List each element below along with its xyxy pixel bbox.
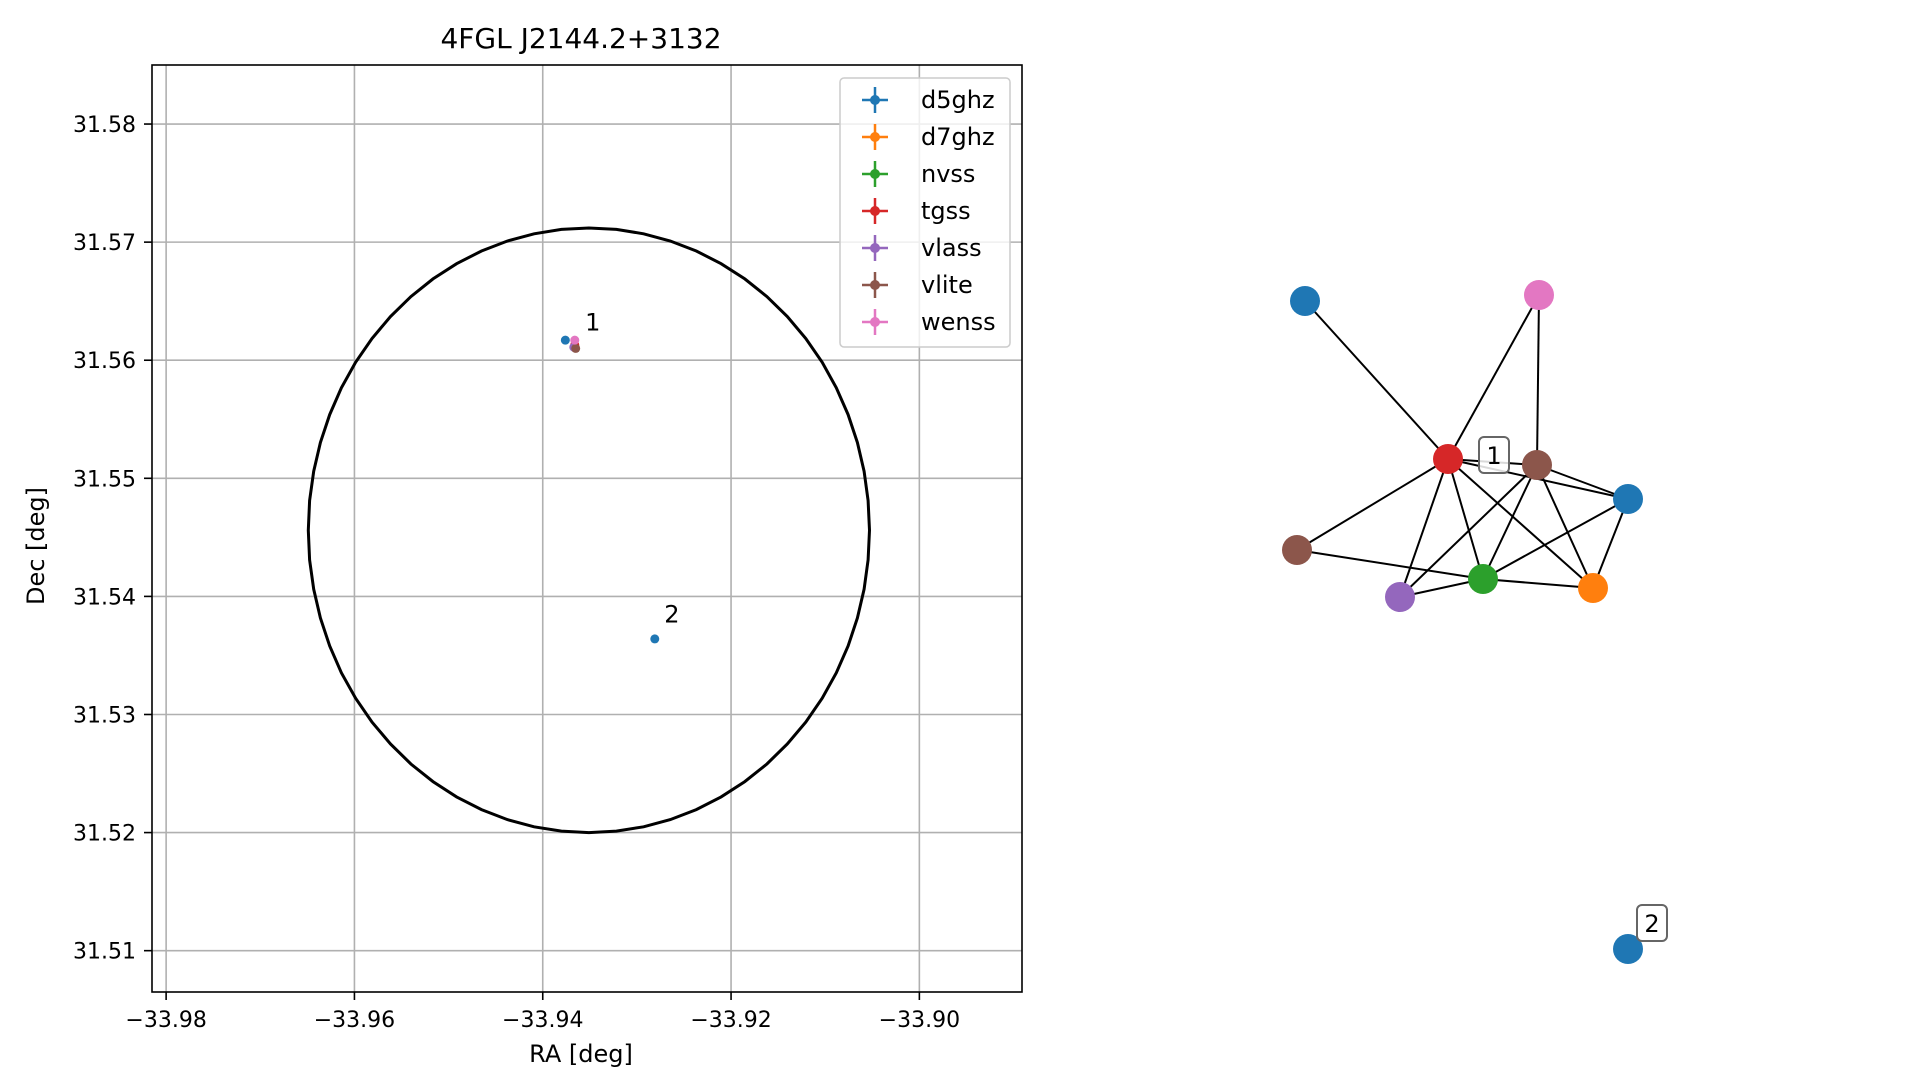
- legend-label: d7ghz: [921, 123, 995, 151]
- legend-marker: [870, 243, 880, 253]
- network-label-box: [1478, 436, 1510, 474]
- network-label: 2: [1644, 910, 1659, 938]
- legend-marker: [870, 280, 880, 290]
- network-node-vlass: [1385, 582, 1415, 612]
- network-edge: [1482, 498, 1629, 580]
- network-edge: [1447, 458, 1484, 580]
- legend-box: [839, 77, 1011, 348]
- network-graph: 12: [1282, 280, 1668, 964]
- x-tick-label: −33.92: [690, 1008, 771, 1033]
- data-point-wenss: [570, 335, 580, 345]
- network-edge: [1447, 458, 1594, 589]
- y-tick-label: 31.57: [73, 231, 136, 256]
- y-axis-label: Dec [deg]: [22, 487, 50, 605]
- network-edge: [1536, 464, 1629, 500]
- legend-label: vlass: [921, 234, 982, 262]
- point-annotation: 1: [585, 309, 600, 337]
- x-tick-label: −33.94: [502, 1008, 583, 1033]
- network-edge: [1296, 549, 1484, 580]
- legend-label: wenss: [921, 308, 996, 336]
- network-edge: [1536, 294, 1540, 466]
- x-tick-label: −33.98: [125, 1008, 206, 1033]
- network-label-box: [1636, 904, 1668, 942]
- x-tick-label: −33.96: [314, 1008, 395, 1033]
- network-edge: [1482, 464, 1538, 580]
- legend-marker: [870, 317, 880, 327]
- network-edge: [1536, 464, 1594, 589]
- network-node-wenss: [1524, 280, 1554, 310]
- legend-marker: [870, 95, 880, 105]
- scatter-axes: 1 2 −33.98 −33.96 −33.94 −33.92 −33.90 31.51 31.…: [73, 64, 1023, 1033]
- network-edge: [1447, 294, 1540, 460]
- network-edge: [1296, 458, 1449, 551]
- localization-circle: [306, 226, 872, 835]
- network-node-d7ghz: [1578, 573, 1608, 603]
- network-node-d5ghz: [1290, 286, 1320, 316]
- y-tick-label: 31.52: [73, 822, 136, 847]
- network-edge: [1304, 300, 1449, 460]
- network-node-tgss: [1433, 444, 1463, 474]
- x-axis-label: RA [deg]: [529, 1040, 633, 1068]
- network-label: 1: [1486, 442, 1501, 470]
- legend-label: tgss: [921, 197, 971, 225]
- data-point-d5ghz: [560, 335, 570, 345]
- network-node-vlite: [1282, 535, 1312, 565]
- network-node-vlite: [1522, 450, 1552, 480]
- legend-marker: [870, 169, 880, 179]
- network-edge: [1592, 498, 1629, 589]
- network-edge: [1399, 464, 1538, 598]
- y-tick-label: 31.58: [73, 113, 136, 138]
- data-point-d5ghz: [650, 634, 660, 644]
- chart-title: 4FGL J2144.2+3132: [440, 22, 721, 55]
- legend-label: nvss: [921, 160, 975, 188]
- y-tick-label: 31.54: [73, 585, 136, 610]
- network-node-nvss: [1468, 564, 1498, 594]
- y-tick-label: 31.56: [73, 349, 136, 374]
- network-edge: [1482, 578, 1594, 589]
- legend-label: vlite: [921, 271, 973, 299]
- legend: d5ghz d7ghz nvss tgss vlass vlite wenss: [839, 77, 1011, 348]
- legend-marker: [870, 132, 880, 142]
- legend-marker: [870, 206, 880, 216]
- legend-label: d5ghz: [921, 86, 995, 114]
- y-tick-label: 31.55: [73, 467, 136, 492]
- point-annotation: 2: [664, 600, 679, 628]
- x-tick-label: −33.90: [879, 1008, 960, 1033]
- y-tick-label: 31.53: [73, 703, 136, 728]
- axes-frame: [151, 64, 1023, 993]
- network-edge: [1399, 458, 1449, 598]
- y-tick-label: 31.51: [73, 940, 136, 965]
- network-node-d5ghz: [1613, 934, 1643, 964]
- network-node-d5ghz: [1613, 484, 1643, 514]
- data-point-vlite: [571, 343, 581, 353]
